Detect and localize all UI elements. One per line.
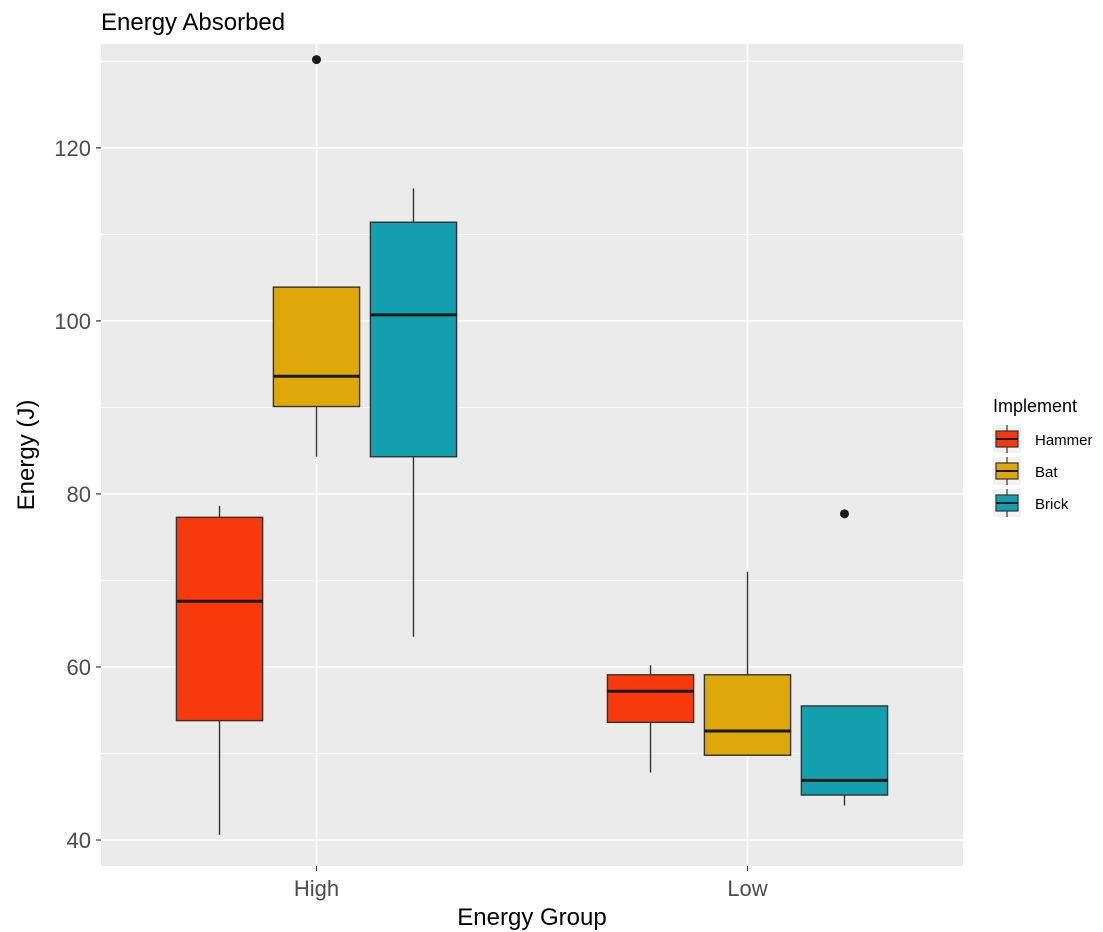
box-body <box>606 674 695 724</box>
legend-item-hammer: Hammer <box>993 425 1093 453</box>
y-tick-label: 60 <box>67 655 91 680</box>
box-body <box>272 286 361 408</box>
box-brick-high <box>369 188 458 637</box>
outlier-point <box>312 55 321 65</box>
boxes <box>175 55 889 835</box>
box-bat-high <box>272 55 361 457</box>
y-tick-label: 80 <box>67 482 91 507</box>
legend-label: Hammer <box>1035 432 1093 449</box>
x-axis-title: Energy Group <box>457 904 606 931</box>
box-body <box>703 674 792 756</box>
legend-item-bat: Bat <box>993 457 1058 485</box>
y-axis-ticks: 40 60 80 100 120 <box>54 136 101 853</box>
box-brick-low <box>800 509 889 806</box>
y-axis-title: Energy (J) <box>13 400 40 511</box>
legend-label: Brick <box>1035 496 1069 513</box>
chart-title: Energy Absorbed <box>101 9 285 36</box>
legend-item-brick: Brick <box>993 489 1069 517</box>
outlier-point <box>839 509 849 519</box>
box-body <box>175 516 264 722</box>
legend: Implement Hammer Bat Brick <box>993 396 1093 517</box>
x-tick-label: High <box>294 876 339 901</box>
y-tick-label: 40 <box>67 828 91 853</box>
y-tick-label: 100 <box>54 309 91 334</box>
box-body <box>369 221 458 458</box>
y-tick-label: 120 <box>54 136 91 161</box>
legend-label: Bat <box>1035 464 1058 481</box>
x-tick-label: Low <box>727 876 767 901</box>
x-axis-ticks: High Low <box>294 866 768 901</box>
box-hammer-high <box>175 506 264 835</box>
legend-title: Implement <box>993 396 1077 416</box>
box-bat-low <box>703 571 792 756</box>
box-hammer-low <box>606 665 695 773</box>
